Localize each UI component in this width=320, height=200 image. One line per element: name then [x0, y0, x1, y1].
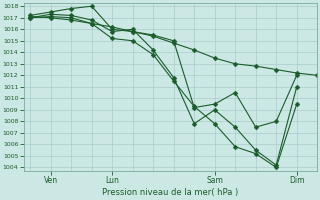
X-axis label: Pression niveau de la mer( hPa ): Pression niveau de la mer( hPa ): [102, 188, 239, 197]
